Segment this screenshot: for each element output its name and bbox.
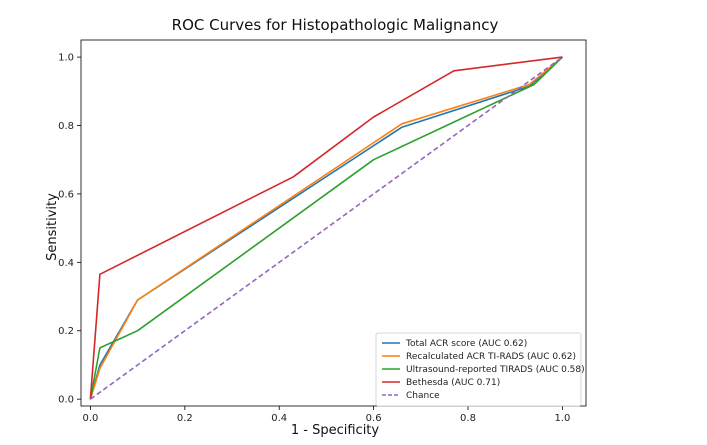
- x-tick-label: 0.0: [82, 413, 98, 424]
- series-line-0: [89, 56, 563, 400]
- plot-frame: [80, 39, 587, 407]
- x-tick-label: 0.4: [271, 413, 287, 424]
- legend-label-1: Recalculated ACR TI-RADS (AUC 0.62): [406, 352, 576, 362]
- legend-label-3: Bethesda (AUC 0.71): [406, 378, 500, 388]
- y-tick-label: 1.0: [58, 53, 74, 64]
- x-tick-label: 0.6: [366, 413, 382, 424]
- series-line-1: [89, 56, 563, 400]
- x-axis-label: 1 - Specificity: [291, 423, 380, 438]
- legend-label-4: Chance: [406, 391, 440, 401]
- legend: Total ACR score (AUC 0.62) Recalculated A…: [375, 332, 585, 407]
- x-tick-label: 0.8: [460, 413, 476, 424]
- series-line-2: [89, 56, 563, 400]
- y-tick-label: 0.8: [58, 121, 74, 132]
- legend-label-2: Ultrasound-reported TIRADS (AUC 0.58): [406, 365, 585, 375]
- y-axis-label: Sensitivity: [45, 193, 60, 261]
- y-tick-label: 0.2: [58, 326, 74, 337]
- plot-area: 0.0 0.2 0.4 0.6 0.8 1.0 0.0 0.2 0.4 0.6 0.8 1.0: [58, 39, 587, 424]
- y-tick-label: 0.4: [58, 258, 74, 269]
- series-line-4: [89, 56, 563, 400]
- series-line-3: [89, 56, 563, 400]
- x-tick-label: 0.2: [177, 413, 193, 424]
- y-tick-label: 0.0: [58, 395, 74, 406]
- chart-title: ROC Curves for Histopathologic Malignanc…: [172, 16, 499, 34]
- legend-label-0: Total ACR score (AUC 0.62): [405, 339, 527, 349]
- legend-box: [375, 332, 582, 407]
- y-tick-label: 0.6: [58, 189, 74, 200]
- x-tick-label: 1.0: [554, 413, 570, 424]
